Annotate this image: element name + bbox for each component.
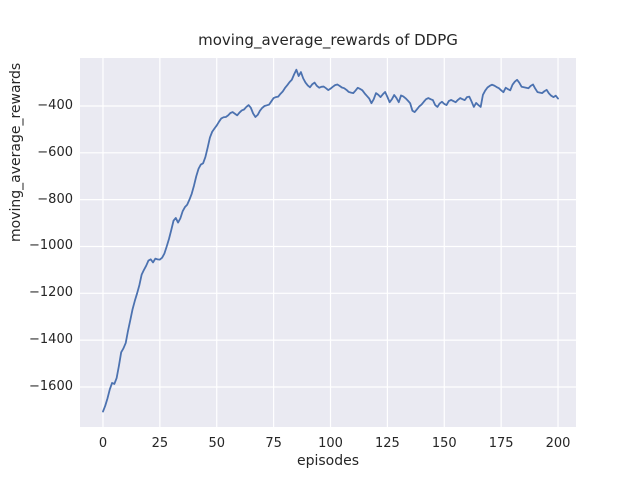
y-tick-label: −1400 [29, 332, 73, 348]
x-tick-label: 125 [374, 436, 400, 451]
x-tick-label: 50 [208, 436, 225, 451]
x-tick-label: 200 [545, 436, 571, 451]
y-tick-label: −600 [37, 144, 73, 160]
y-tick-label: −1200 [29, 285, 73, 301]
x-tick-label: 75 [265, 436, 282, 451]
x-axis-label: episodes [296, 453, 360, 469]
y-tick-label: −800 [37, 191, 73, 207]
x-tick-label: 175 [488, 436, 514, 451]
axes-background [80, 58, 576, 427]
x-tick-label: 0 [98, 436, 108, 451]
x-tick-label: 25 [151, 436, 169, 451]
chart-title: moving_average_rewards of DDPG [198, 31, 458, 49]
reward-line [102, 68, 559, 413]
y-tick-label: −400 [37, 97, 73, 113]
x-tick-label: 100 [318, 436, 343, 451]
y-tick-label: −1000 [29, 238, 73, 254]
x-tick-label: 150 [431, 436, 457, 451]
y-tick-label: −1600 [29, 378, 73, 394]
